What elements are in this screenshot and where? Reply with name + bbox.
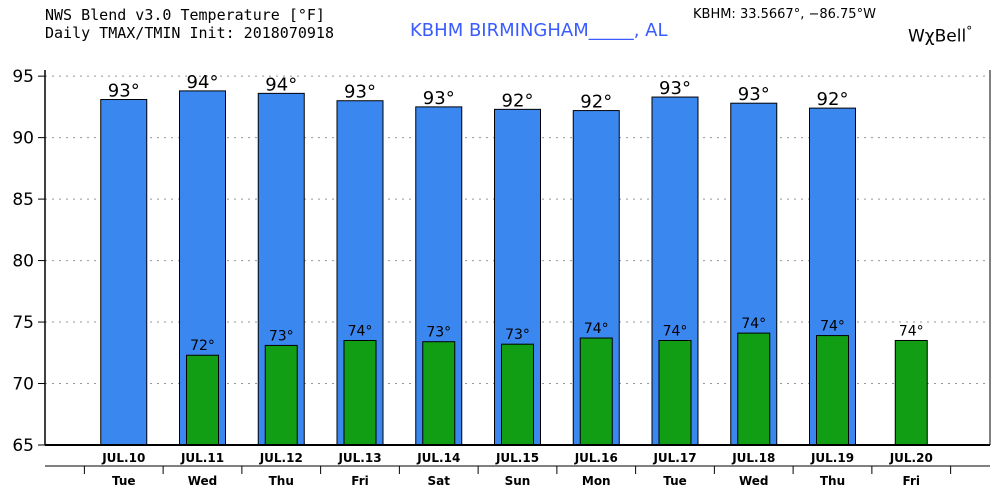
y-tick-label: 95 xyxy=(12,67,34,87)
tmax-value-label: 93° xyxy=(108,81,140,102)
tmin-bar xyxy=(501,343,534,446)
tmin-bar xyxy=(186,354,219,446)
brand-logo: WχBell° xyxy=(908,22,972,46)
y-tick-label: 70 xyxy=(12,375,34,395)
tmax-value-label: 94° xyxy=(265,74,297,95)
tmin-bar xyxy=(816,335,849,446)
tmin-value-label: 74° xyxy=(820,319,845,335)
tmin-bar xyxy=(579,337,613,446)
tmin-bar xyxy=(264,344,298,446)
tmin-value-label: 74° xyxy=(663,323,688,339)
tmax-value-label: 93° xyxy=(659,78,691,99)
x-weekday-label: Sat xyxy=(428,474,451,488)
tmin-value-label: 73° xyxy=(505,327,530,343)
x-date-label: JUL.13 xyxy=(337,451,381,465)
tmax-value-label: 93° xyxy=(738,84,770,105)
x-weekday-label: Fri xyxy=(351,474,368,488)
tmax-value-label: 94° xyxy=(187,72,219,93)
tmin-value-label: 73° xyxy=(269,328,294,344)
bars-layer xyxy=(100,90,928,446)
tmin-bar xyxy=(658,339,692,446)
chart-title-line1: NWS Blend v3.0 Temperature [°F] xyxy=(45,6,325,24)
x-date-label: JUL.17 xyxy=(652,451,696,465)
tmin-value-label: 73° xyxy=(426,325,451,341)
x-weekday-label: Mon xyxy=(582,474,611,488)
tmin-bar xyxy=(894,339,928,446)
tmin-value-label: 74° xyxy=(899,323,924,339)
tmin-bar xyxy=(343,339,377,446)
x-date-label: JUL.11 xyxy=(180,451,224,465)
x-date-label: JUL.18 xyxy=(731,451,775,465)
station-coordinates: KBHM: 33.5667°, −86.75°W xyxy=(693,7,876,22)
x-weekday-label: Thu xyxy=(269,474,294,488)
x-date-label: JUL.19 xyxy=(810,451,854,465)
x-weekday-label: Tue xyxy=(663,474,687,488)
tmin-bar xyxy=(422,341,456,446)
y-tick-label: 90 xyxy=(12,129,34,149)
tmax-value-label: 92° xyxy=(817,89,849,110)
x-date-label: JUL.14 xyxy=(416,451,460,465)
tmin-value-label: 74° xyxy=(348,323,373,339)
tmin-value-label: 74° xyxy=(584,321,609,337)
tmax-value-label: 93° xyxy=(344,82,376,103)
x-weekday-label: Tue xyxy=(112,474,136,488)
x-date-label: JUL.15 xyxy=(495,451,539,465)
y-tick-label: 80 xyxy=(12,252,34,272)
tmin-value-label: 74° xyxy=(741,316,766,332)
tmax-value-label: 92° xyxy=(580,92,612,113)
x-weekday-label: Fri xyxy=(903,474,920,488)
axes-layer xyxy=(38,70,991,474)
x-date-label: JUL.10 xyxy=(101,451,145,465)
tmax-value-label: 92° xyxy=(502,90,534,111)
brand-logo-mark: ° xyxy=(966,24,973,38)
x-date-label: JUL.20 xyxy=(889,451,933,465)
brand-name: WχBell xyxy=(908,26,967,47)
tmax-bar xyxy=(100,99,148,446)
chart-title-line2: Daily TMAX/TMIN Init: 2018070918 xyxy=(45,24,334,42)
x-weekday-label: Wed xyxy=(739,474,769,488)
y-tick-label: 65 xyxy=(12,436,34,456)
y-tick-label: 75 xyxy=(12,313,34,333)
x-date-label: JUL.12 xyxy=(259,451,303,465)
x-weekday-label: Sun xyxy=(505,474,531,488)
station-name: KBHM BIRMINGHAM_____, AL xyxy=(410,20,668,41)
x-date-label: JUL.16 xyxy=(574,451,618,465)
tmin-bar xyxy=(737,332,771,446)
tmin-value-label: 72° xyxy=(190,338,215,354)
x-weekday-label: Thu xyxy=(820,474,845,488)
y-tick-label: 85 xyxy=(12,190,34,210)
x-weekday-label: Wed xyxy=(188,474,218,488)
labels-layer: 65 70 75 80 85 90 95 93° JUL.10 Tue 94° 72° JUL.11 We… xyxy=(12,67,932,488)
tmax-value-label: 93° xyxy=(423,88,455,109)
